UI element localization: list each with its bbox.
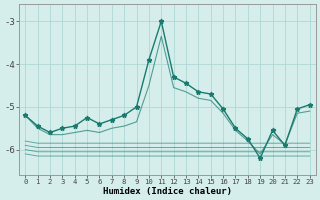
X-axis label: Humidex (Indice chaleur): Humidex (Indice chaleur)	[103, 187, 232, 196]
